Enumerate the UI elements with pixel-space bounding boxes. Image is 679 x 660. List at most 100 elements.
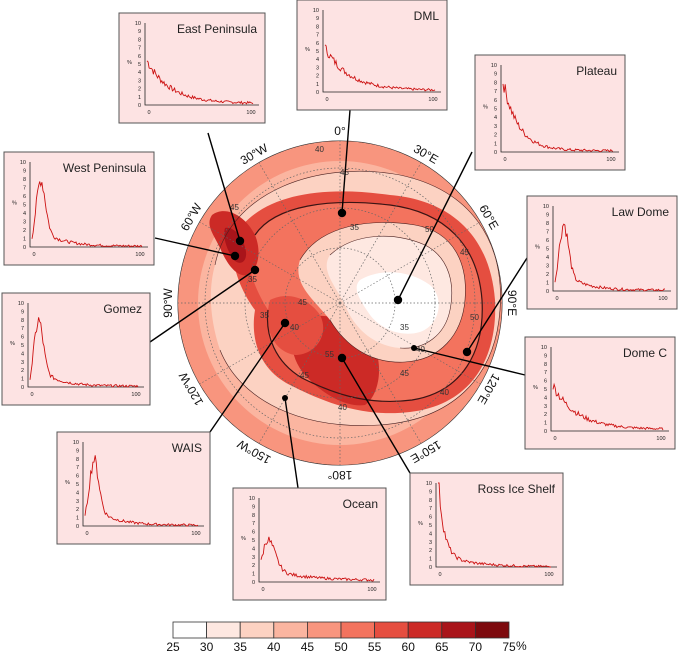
panel-x-tick-label: 100 xyxy=(135,252,144,258)
colorbar-tick-label: 40 xyxy=(267,640,281,654)
histogram-panel: 0 1 2 3 4 5 6 7 8 9 10% 0 100 Ocean xyxy=(232,487,387,601)
panel-x-tick-label: 0 xyxy=(261,587,264,593)
histogram-panel: 0 1 2 3 4 5 6 7 8 9 10% 0 100 Dome C xyxy=(524,336,676,450)
panel-x-tick-label: 0 xyxy=(438,572,441,578)
panel-title: Law Dome xyxy=(612,205,670,219)
panel-y-tick-label: 6 xyxy=(76,474,79,480)
panel-y-axis-label: % xyxy=(65,480,70,486)
panel-y-tick-label: 8 xyxy=(76,457,79,463)
panel-x-tick-label: 100 xyxy=(131,392,140,398)
contour-label: 50 xyxy=(425,225,434,234)
latitude-circle-1 xyxy=(204,167,476,439)
panel-y-tick-label: 3 xyxy=(316,65,319,71)
panel-y-tick-label: 7 xyxy=(21,326,24,332)
panel-histogram-line xyxy=(502,83,614,153)
longitude-label: 0° xyxy=(334,124,346,138)
panel-axes xyxy=(552,206,671,292)
panel-y-axis-label: % xyxy=(127,60,132,66)
panel-y-tick-label: 7 xyxy=(546,230,549,236)
panel-y-tick-label: 5 xyxy=(76,482,79,488)
panel-y-tick-label: 0 xyxy=(21,385,24,391)
panel-title: WAIS xyxy=(172,441,202,455)
panel-x-tick-label: 100 xyxy=(544,572,553,578)
panel-axes xyxy=(27,303,144,388)
panel-histogram-line xyxy=(146,60,254,105)
panel-y-tick-label: 5 xyxy=(316,49,319,55)
histogram-panel: 0 1 2 3 4 5 6 7 8 9 10% 0 100 Gomez xyxy=(1,292,151,406)
panel-y-tick-label: 9 xyxy=(546,213,549,219)
colorbar-tick-labels: 25 30 35 40 45 50 55 60 65 70 75 xyxy=(166,640,516,654)
panel-y-axis-label: % xyxy=(483,105,488,111)
leader-line-ocean xyxy=(284,397,299,489)
panel-y-tick-label: 2 xyxy=(544,412,547,418)
panel-y-tick-label: 4 xyxy=(546,255,549,261)
panel-y-tick-label: 0 xyxy=(429,565,432,571)
colorbar-cell xyxy=(407,621,443,639)
contour-line-1 xyxy=(299,222,466,363)
panel-y-tick-label: 7 xyxy=(316,33,319,39)
panel-y-tick-label: 8 xyxy=(429,498,432,504)
contour-label: 45 xyxy=(230,203,239,212)
leader-line-law-dome xyxy=(466,257,528,353)
contour-label: 45 xyxy=(460,248,469,257)
histogram-panel: 0 1 2 3 4 5 6 7 8 9 10% 0 100 WAIS xyxy=(56,431,211,545)
panel-y-axis-label: % xyxy=(535,245,540,251)
west-antarctica-region xyxy=(267,295,324,355)
site-marker-wais xyxy=(280,318,290,328)
panel-y-tick-label: 3 xyxy=(546,264,549,270)
panel-histogram-line xyxy=(438,482,551,568)
panel-y-tick-label: 4 xyxy=(23,211,26,217)
leader-line-wais xyxy=(209,322,286,433)
panel-y-tick-label: 3 xyxy=(252,555,255,561)
panel-y-tick-label: 2 xyxy=(23,228,26,234)
panel-y-tick-label: 9 xyxy=(21,309,24,315)
panel-y-tick-label: 9 xyxy=(494,72,497,78)
leader-line-plateau xyxy=(397,151,473,301)
panel-y-tick-label: 8 xyxy=(494,80,497,86)
panel-y-tick-label: 7 xyxy=(494,89,497,95)
panel-y-tick-label: 6 xyxy=(546,238,549,244)
panel-axes xyxy=(500,65,619,153)
panel-y-tick-label: 2 xyxy=(546,272,549,278)
panel-x-tick-label: 100 xyxy=(656,436,665,442)
latitude-circle-3 xyxy=(284,247,396,359)
panel-x-tick-label: 100 xyxy=(191,531,200,537)
panel-y-tick-label: 10 xyxy=(541,345,547,351)
panel-y-tick-label: 10 xyxy=(543,204,549,210)
panel-y-tick-label: 4 xyxy=(316,57,319,63)
panel-y-tick-label: 3 xyxy=(429,540,432,546)
panel-y-tick-label: 9 xyxy=(544,353,547,359)
panel-histogram-line xyxy=(31,181,143,248)
panel-y-tick-label: 1 xyxy=(429,557,432,563)
panel-y-tick-label: 1 xyxy=(138,95,141,101)
histogram-panel: 0 1 2 3 4 5 6 7 8 9 10% 0 100 Law Dome xyxy=(526,195,678,310)
colorbar-cell xyxy=(306,621,342,639)
panel-y-tick-label: 6 xyxy=(494,98,497,104)
panel-x-tick-label: 0 xyxy=(555,296,558,302)
peninsula-core xyxy=(224,227,247,263)
panel-title: Plateau xyxy=(576,64,617,78)
leader-line-gomez xyxy=(149,269,256,343)
longitude-label: 180° xyxy=(327,468,352,482)
panel-histogram-line xyxy=(84,455,199,527)
panel-x-tick-label: 0 xyxy=(147,110,150,116)
panel-y-tick-label: 5 xyxy=(138,62,141,68)
colorbar-cell xyxy=(239,621,275,639)
colorbar-tick-label: 75 xyxy=(502,640,516,654)
panel-x-tick-label: 0 xyxy=(30,392,33,398)
meridian-line xyxy=(199,302,341,385)
panel-y-tick-label: 6 xyxy=(316,41,319,47)
contour-line-3 xyxy=(329,235,453,349)
panel-histogram-line xyxy=(324,44,436,92)
histogram-panel: 0 1 2 3 4 5 6 7 8 9 10% 0 100 West Peninsula xyxy=(3,151,155,266)
contour-label: 45 xyxy=(400,369,409,378)
panel-y-axis-label: % xyxy=(12,201,17,207)
colorbar-tick-label: 55 xyxy=(368,640,382,654)
panel-background xyxy=(232,487,387,601)
panel-background xyxy=(524,336,676,450)
panel-y-tick-label: 2 xyxy=(76,507,79,513)
colorbar: 25 30 35 40 45 50 55 60 65 70 75 % xyxy=(166,621,527,654)
panel-y-tick-label: 10 xyxy=(249,496,255,502)
